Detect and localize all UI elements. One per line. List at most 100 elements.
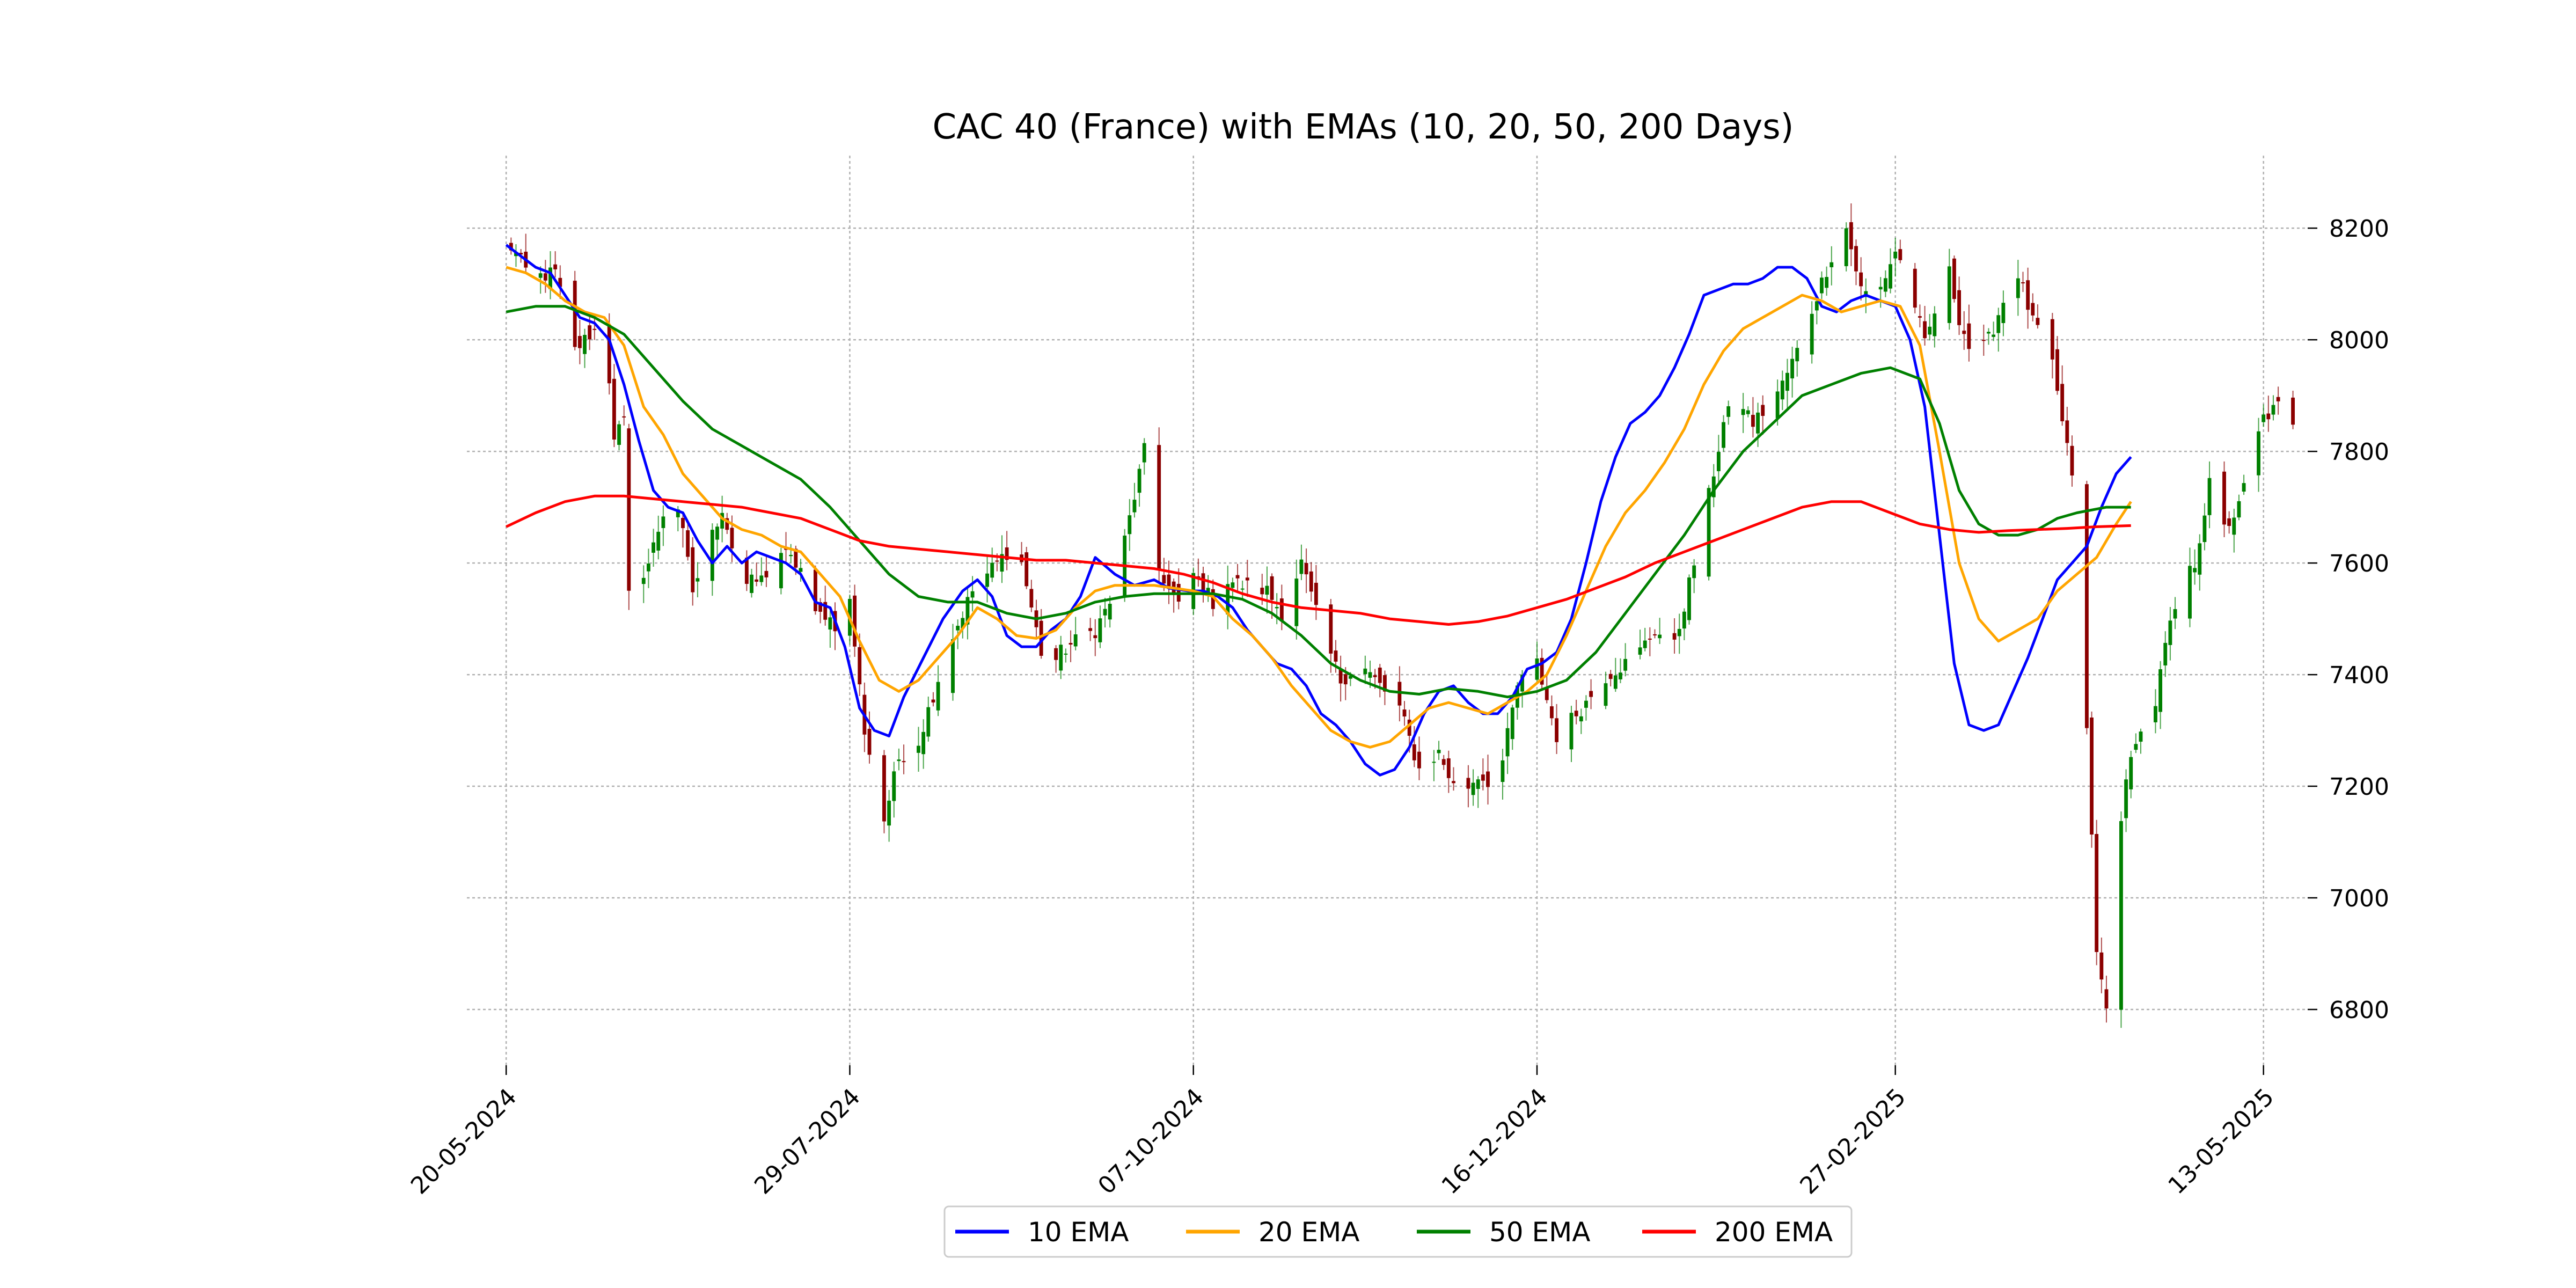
y-tick-label: 8200 <box>2329 215 2389 243</box>
candle-body <box>2065 420 2069 443</box>
candle-body <box>617 424 621 445</box>
candle-body <box>1471 782 1475 795</box>
candle-body <box>867 729 872 755</box>
candle-body <box>1309 571 1313 592</box>
y-axis: 6800 7000 7200 7400 7600 7800 8000 8200 <box>2308 215 2389 1024</box>
candle-body <box>1452 781 1455 784</box>
candle-body <box>1501 760 1505 782</box>
candle-body <box>858 647 862 685</box>
y-tick-label: 7200 <box>2329 773 2389 801</box>
candle-body <box>887 800 891 826</box>
candle-body <box>2060 384 2065 421</box>
candle-body <box>1726 406 1731 417</box>
candle-body <box>1201 573 1205 595</box>
candle-body <box>1128 515 1132 535</box>
candle-body <box>2257 431 2260 475</box>
candle-body <box>1088 628 1093 631</box>
candle-body <box>2242 483 2246 492</box>
candle-body <box>1608 674 1613 679</box>
x-tick-label: 13-05-2025 <box>2163 1083 2279 1199</box>
candle-body <box>1658 634 1662 639</box>
candle-body <box>2129 757 2133 789</box>
candle-body <box>1064 653 1068 655</box>
candle-body <box>1417 751 1421 769</box>
candle-body <box>970 591 975 598</box>
candle-body <box>1235 575 1240 579</box>
candle-body <box>1849 222 1853 250</box>
candle-body <box>2084 484 2089 728</box>
candle-body <box>1756 412 1760 434</box>
candle-body <box>622 416 626 418</box>
candle-body <box>1481 774 1485 781</box>
candle-body <box>538 273 543 278</box>
candle-body <box>2291 397 2295 425</box>
candle-body <box>1878 287 1883 290</box>
candle-body <box>1545 686 1549 700</box>
candle-body <box>750 574 753 593</box>
candle-body <box>1167 574 1171 587</box>
candle-body <box>715 526 719 540</box>
candle-body <box>725 518 729 530</box>
candle-body <box>573 281 577 347</box>
candle-body <box>1883 278 1887 292</box>
candle-body <box>2202 515 2207 543</box>
candle-body <box>1245 577 1249 581</box>
candle-body <box>1967 323 1971 349</box>
candle-body <box>2139 731 2143 742</box>
candle-body <box>1810 313 1814 355</box>
candle-body <box>2134 744 2138 750</box>
candle-body <box>995 560 999 562</box>
candle-body <box>1716 452 1721 471</box>
y-tick-label: 6800 <box>2329 997 2389 1024</box>
candle-body <box>1820 277 1824 294</box>
candle-body <box>1933 313 1937 336</box>
candle-body <box>1343 674 1348 685</box>
candle-body <box>2198 543 2202 575</box>
candle-body <box>1928 326 1932 335</box>
candle-body <box>1265 586 1269 595</box>
candle-body <box>1226 584 1230 614</box>
candle-body <box>799 568 803 572</box>
candle-body <box>646 564 650 572</box>
candle-body <box>577 336 582 348</box>
candle-body <box>1142 443 1146 463</box>
candle-body <box>2050 319 2054 360</box>
chart-title: CAC 40 (France) with EMAs (10, 20, 50, 2… <box>932 107 1794 147</box>
candle-body <box>661 516 665 528</box>
candle-body <box>1893 251 1898 259</box>
candle-body <box>1751 414 1755 427</box>
candle-body <box>2173 609 2177 619</box>
candle-body <box>1569 713 1574 750</box>
candle-body <box>588 325 592 340</box>
candle-body <box>686 530 690 557</box>
candle-body <box>2031 303 2035 316</box>
candle-body <box>961 618 965 629</box>
candle-body <box>1397 682 1402 706</box>
candle-body <box>2266 413 2271 420</box>
candle-body <box>656 531 661 551</box>
candle-body <box>2119 821 2123 1010</box>
candle-body <box>1790 358 1795 379</box>
candle-body <box>1574 711 1578 716</box>
candle-body <box>1054 648 1058 660</box>
candle-body <box>519 253 523 255</box>
candle-body <box>681 518 685 529</box>
x-tick-label: 27-02-2025 <box>1795 1083 1911 1199</box>
candle-body <box>1677 628 1681 636</box>
candle-body <box>1672 633 1677 640</box>
candle-body <box>1505 728 1510 757</box>
candle-body <box>1000 554 1004 572</box>
candle-body <box>2070 445 2074 475</box>
candle-body <box>1069 643 1073 645</box>
candle-body <box>1992 334 1996 337</box>
legend-box <box>943 1205 1853 1258</box>
candle-body <box>2207 478 2212 515</box>
candle-body <box>1540 657 1544 685</box>
candle-body <box>1795 348 1799 362</box>
candle-body <box>1260 588 1264 595</box>
candle-body <box>1780 380 1784 400</box>
candle-body <box>818 602 822 612</box>
candle-body <box>784 548 788 550</box>
y-tick-label: 7400 <box>2329 662 2389 689</box>
